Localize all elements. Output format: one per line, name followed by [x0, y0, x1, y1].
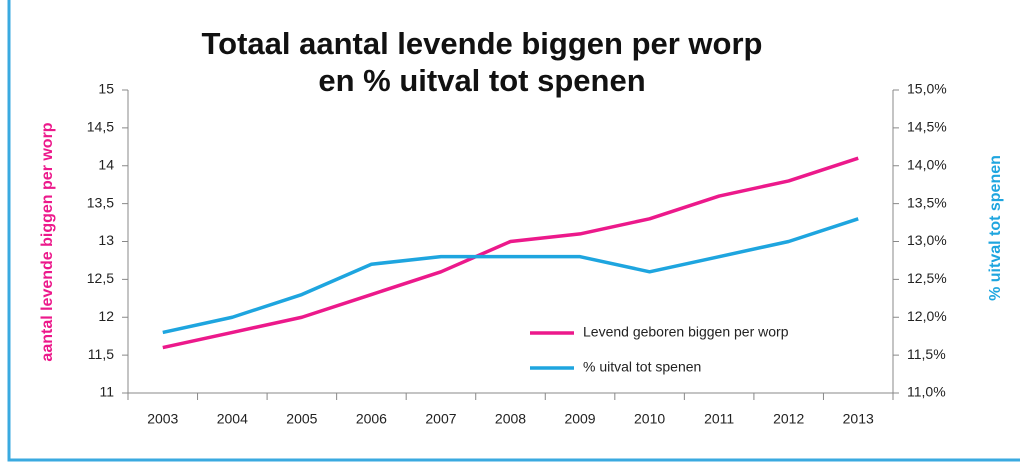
- y2ticks-tick-label: 14,0%: [907, 156, 947, 172]
- y2ticks-tick-label: 12,5%: [907, 270, 947, 286]
- yticks-tick-label: 14: [98, 156, 114, 172]
- series-line: [162, 156, 859, 350]
- yticks-tick-label: 11,5: [88, 346, 114, 362]
- x-tick-label: 2007: [425, 411, 456, 427]
- x-tick-label: 2004: [217, 411, 248, 427]
- x-tick-label: 2008: [495, 411, 526, 427]
- yticks-tick-label: 12,5: [87, 270, 114, 286]
- y2-axis-label: % uitval tot spenen: [987, 155, 1004, 301]
- x-tick-label: 2005: [286, 411, 317, 427]
- y2ticks-tick-label: 14,5%: [907, 119, 947, 135]
- legend-label: % uitval tot spenen: [583, 359, 701, 375]
- yticks-tick-label: 11: [99, 384, 114, 400]
- chart-title: Totaal aantal levende biggen per worp: [202, 26, 763, 61]
- y2ticks-tick-label: 12,0%: [907, 308, 947, 324]
- y2ticks-tick-label: 13,0%: [907, 232, 947, 248]
- x-tick-label: 2013: [843, 411, 874, 427]
- legend-label: Levend geboren biggen per worp: [583, 324, 789, 340]
- yticks-tick-label: 15: [98, 81, 114, 97]
- x-tick-label: 2009: [564, 411, 595, 427]
- chart-subtitle: en % uitval tot spenen: [318, 63, 645, 98]
- y-axis-label: aantal levende biggen per worp: [39, 122, 56, 361]
- x-tick-label: 2011: [704, 411, 734, 427]
- x-tick-label: 2003: [147, 411, 178, 427]
- frame: [7, 0, 1020, 462]
- yticks-tick-label: 12: [98, 308, 114, 324]
- y2ticks-tick-label: 11,5%: [907, 346, 946, 362]
- y2ticks-tick-label: 15,0%: [907, 81, 947, 97]
- yticks-tick-label: 13: [98, 232, 114, 248]
- x-tick-label: 2012: [773, 411, 804, 427]
- y2ticks-tick-label: 11,0%: [907, 384, 946, 400]
- series-line: [162, 217, 859, 335]
- yticks-tick-label: 13,5: [87, 194, 114, 210]
- x-tick-label: 2010: [634, 411, 665, 427]
- y2ticks-tick-label: 13,5%: [907, 194, 947, 210]
- yticks-tick-label: 14,5: [87, 119, 114, 135]
- x-tick-label: 2006: [356, 411, 387, 427]
